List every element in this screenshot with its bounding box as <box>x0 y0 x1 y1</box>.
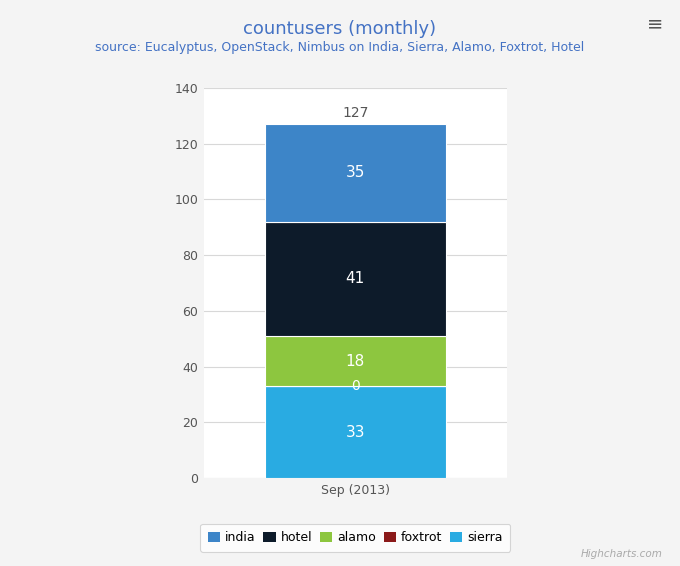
Bar <box>265 222 446 336</box>
Text: ≡: ≡ <box>647 14 663 33</box>
Text: Highcharts.com: Highcharts.com <box>581 549 663 559</box>
Text: 18: 18 <box>345 354 365 368</box>
Legend: india, hotel, alamo, foxtrot, sierra: india, hotel, alamo, foxtrot, sierra <box>200 524 511 552</box>
Text: countusers (monthly): countusers (monthly) <box>243 20 437 38</box>
Text: source: Eucalyptus, OpenStack, Nimbus on India, Sierra, Alamo, Foxtrot, Hotel: source: Eucalyptus, OpenStack, Nimbus on… <box>95 41 585 54</box>
Text: 127: 127 <box>342 106 369 120</box>
Text: 35: 35 <box>345 165 365 181</box>
Text: 33: 33 <box>345 424 365 440</box>
Bar <box>265 386 446 478</box>
Text: 0: 0 <box>351 379 360 393</box>
Text: 41: 41 <box>345 271 365 286</box>
Bar <box>265 124 446 222</box>
Bar <box>265 336 446 386</box>
